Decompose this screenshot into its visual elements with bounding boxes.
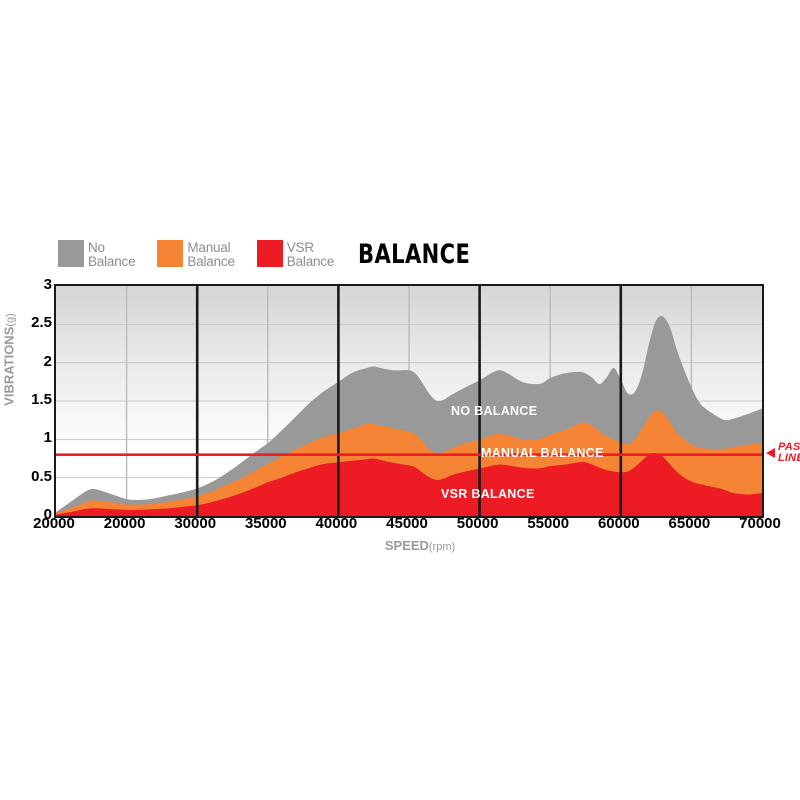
x-tick-label: 60000 [597, 515, 640, 532]
legend-item-no-balance: No Balance [58, 240, 136, 269]
x-axis-title-text: SPEED [384, 538, 429, 553]
arrow-left-icon [766, 447, 775, 458]
x-tick-label: 65000 [668, 515, 711, 532]
x-axis-title-unit: (rpm) [428, 541, 456, 553]
pass-line-label: PASS LINE [778, 440, 800, 464]
x-tick-label: 20000 [33, 515, 75, 532]
legend-label-manual-balance: Manual Balance [187, 240, 235, 269]
x-tick-label: 55000 [527, 515, 570, 532]
y-tick-label: 2.5 [31, 314, 52, 332]
legend-swatch-manual-balance [157, 240, 184, 267]
plot-svg [56, 286, 762, 516]
y-tick-label: 0.5 [31, 467, 52, 485]
series-area-vsr-balance [56, 453, 762, 516]
series-annotation-manual-balance: MANUAL BALANCE [481, 446, 604, 460]
y-tick-label: 1.5 [31, 391, 52, 408]
chart-title: BALANCE [358, 239, 471, 270]
y-tick-label: 0 [43, 506, 52, 523]
x-axis-title: SPEED(rpm) [340, 538, 500, 553]
x-tick-label: 45000 [386, 515, 428, 532]
series-annotation-vsr-balance: VSR BALANCE [441, 487, 535, 501]
x-tick-label: 20000 [103, 515, 146, 532]
x-tick-label: 70000 [739, 515, 781, 532]
legend-swatch-no-balance [58, 240, 84, 267]
x-tick-label: 40000 [315, 515, 358, 532]
chart-legend: No Balance Manual Balance VSR Balance [58, 240, 334, 268]
legend-label-no-balance: No Balance [88, 240, 136, 269]
x-tick-label: 30000 [174, 515, 217, 532]
y-tick-label: 3 [43, 276, 52, 293]
y-axis-tick-labels: 0 0.5 1 1.5 2 2.5 3 [0, 0, 52, 800]
y-tick-label: 1 [43, 429, 52, 447]
legend-swatch-vsr-balance [256, 240, 283, 267]
legend-label-vsr-balance: VSR Balance [286, 240, 335, 269]
series-annotation-no-balance: NO BALANCE [451, 404, 538, 418]
plot-area: NO BALANCE MANUAL BALANCE VSR BALANCE [54, 284, 764, 518]
legend-item-vsr-balance: VSR Balance [256, 240, 335, 269]
x-tick-label: 35000 [244, 515, 287, 532]
legend-item-manual-balance: Manual Balance [157, 240, 235, 269]
pass-line-callout: PASS LINE [766, 440, 800, 464]
y-tick-label: 2 [43, 352, 52, 370]
x-tick-label: 50000 [456, 515, 499, 532]
